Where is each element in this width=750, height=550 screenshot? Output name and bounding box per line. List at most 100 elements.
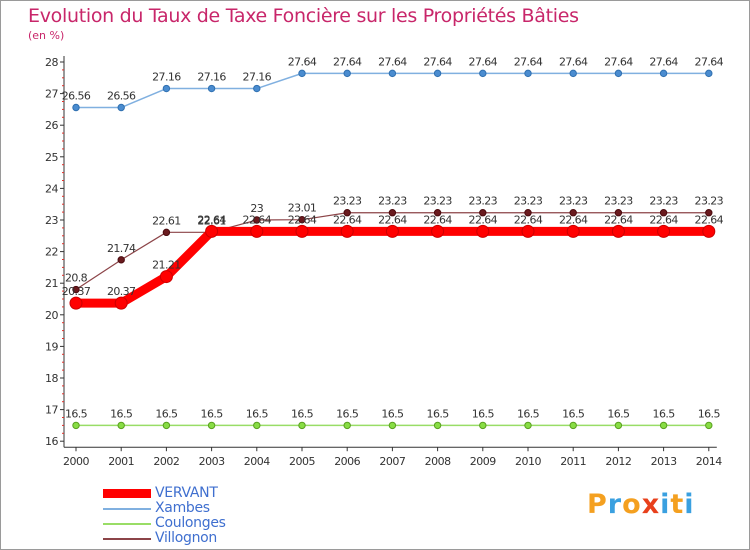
data-label-villognon: 22.61 — [152, 214, 181, 227]
series-coulonges — [72, 421, 713, 430]
data-label-vervant: 20.37 — [107, 285, 136, 298]
data-point-vervant — [114, 296, 128, 310]
data-label-coulonges: 16.5 — [155, 407, 178, 420]
legend-item-villognon: Villognon — [103, 531, 226, 546]
x-tick-label: 2001 — [108, 455, 134, 468]
data-label-villognon: 23.23 — [514, 195, 543, 208]
y-tick-label: 23 — [45, 214, 58, 227]
y-tick-label: 20 — [45, 309, 58, 322]
data-point-coulonges — [614, 421, 623, 430]
data-point-coulonges — [659, 421, 668, 430]
data-label-villognon: 23.23 — [333, 195, 362, 208]
legend-item-xambes: Xambes — [103, 501, 226, 516]
x-tick-label: 2005 — [289, 455, 315, 468]
data-point-coulonges — [298, 421, 306, 430]
data-label-villognon: 23.23 — [469, 195, 498, 208]
data-label-xambes: 27.64 — [469, 55, 498, 68]
data-label-villognon: 23.23 — [604, 195, 633, 208]
data-point-xambes — [117, 103, 125, 112]
data-point-villognon — [524, 209, 532, 217]
data-label-coulonges: 16.5 — [381, 407, 404, 420]
data-point-xambes — [614, 69, 623, 78]
series-layer — [69, 69, 716, 430]
legend-label: Coulonges — [155, 515, 226, 531]
data-point-xambes — [569, 69, 577, 78]
data-label-xambes: 27.16 — [152, 71, 181, 84]
data-label-xambes: 26.56 — [107, 90, 136, 103]
x-tick-label: 2013 — [651, 455, 677, 468]
data-label-vervant: 22.64 — [649, 213, 678, 226]
data-point-xambes — [162, 84, 171, 93]
series-xambes — [72, 69, 713, 112]
data-point-xambes — [72, 103, 80, 112]
legend-label: Xambes — [155, 500, 210, 516]
data-label-xambes: 27.64 — [695, 55, 724, 68]
data-label-coulonges: 16.5 — [472, 407, 495, 420]
data-point-vervant — [385, 224, 399, 238]
data-label-coulonges: 16.5 — [201, 407, 224, 420]
data-point-coulonges — [162, 421, 171, 430]
data-label-xambes: 27.16 — [197, 71, 226, 84]
data-point-vervant — [159, 270, 173, 284]
logo-letter: i — [684, 489, 695, 520]
data-point-coulonges — [433, 421, 442, 430]
data-label-coulonges: 16.5 — [427, 407, 450, 420]
data-point-villognon — [298, 215, 306, 224]
data-point-vervant — [702, 224, 716, 238]
data-point-villognon — [162, 228, 171, 237]
data-point-vervant — [250, 224, 264, 238]
axes: 16 17 18 19 20 21 22 23 24 25 26 27 28 2000 2001 2002 20… — [45, 56, 723, 468]
data-label-coulonges: 16.5 — [517, 407, 540, 420]
legend-label: VERVANT — [155, 485, 218, 501]
data-point-vervant — [431, 224, 445, 238]
logo-letter: i — [660, 489, 671, 520]
data-point-villognon — [614, 209, 623, 217]
data-label-coulonges: 16.5 — [698, 407, 721, 420]
data-point-coulonges — [207, 421, 216, 430]
series-villognon — [72, 209, 713, 294]
data-point-vervant — [476, 224, 490, 238]
logo-letter: P — [587, 489, 608, 520]
data-label-vervant: 22.64 — [378, 213, 407, 226]
data-point-xambes — [659, 69, 668, 78]
data-label-vervant: 22.64 — [288, 213, 317, 226]
data-point-coulonges — [569, 421, 577, 430]
data-point-vervant — [295, 224, 309, 238]
x-tick-label: 2014 — [696, 455, 722, 468]
data-label-coulonges: 16.5 — [246, 407, 269, 420]
data-label-vervant: 22.64 — [469, 213, 498, 226]
data-label-vervant: 22.64 — [423, 213, 452, 226]
data-label-villognon: 23.01 — [288, 202, 317, 215]
chart-title: Evolution du Taux de Taxe Foncière sur l… — [28, 5, 579, 27]
data-point-villognon — [433, 209, 442, 217]
data-point-villognon — [117, 256, 125, 264]
data-label-villognon: 23.23 — [649, 195, 678, 208]
x-tick-label: 2010 — [515, 455, 541, 468]
x-tick-label: 2004 — [244, 455, 270, 468]
data-label-coulonges: 16.5 — [607, 407, 630, 420]
logo-letter: o — [622, 489, 642, 520]
x-tick-label: 2008 — [425, 455, 451, 468]
data-label-xambes: 27.64 — [559, 55, 588, 68]
data-label-vervant: 20.37 — [62, 285, 91, 298]
data-label-coulonges: 16.5 — [336, 407, 359, 420]
legend-item-coulonges: Coulonges — [103, 516, 226, 531]
x-tick-label: 2011 — [560, 455, 586, 468]
y-tick-label: 26 — [45, 119, 58, 132]
data-label-vervant: 21.21 — [152, 259, 181, 272]
legend-item-vervant: VERVANT — [103, 486, 226, 501]
data-point-coulonges — [479, 421, 487, 430]
data-point-coulonges — [117, 421, 125, 430]
data-label-villognon: 21.74 — [107, 242, 136, 255]
data-label-coulonges: 16.5 — [653, 407, 676, 420]
data-label-xambes: 27.64 — [604, 55, 633, 68]
data-label-villognon: 23.23 — [559, 195, 588, 208]
y-tick-label: 28 — [45, 56, 58, 69]
data-label-xambes: 27.64 — [423, 55, 452, 68]
x-tick-label: 2006 — [334, 455, 360, 468]
data-point-xambes — [433, 69, 442, 78]
data-point-villognon — [659, 209, 668, 217]
data-label-xambes: 27.64 — [514, 55, 543, 68]
data-point-xambes — [298, 69, 306, 78]
